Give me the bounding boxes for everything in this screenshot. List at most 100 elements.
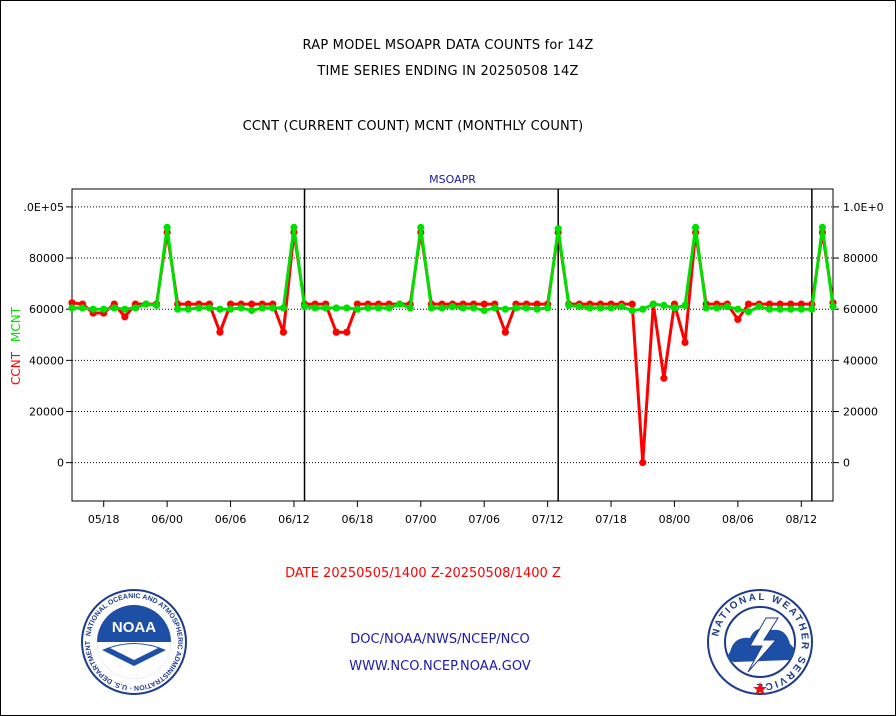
- data-point-ccnt: [184, 300, 192, 308]
- x-tick-label: 08/06: [722, 513, 754, 526]
- series-line-ccnt: [71, 230, 835, 465]
- data-point-mcnt: [787, 305, 795, 313]
- x-tick-label: 07/12: [532, 513, 564, 526]
- x-tick-label: 05/18: [88, 513, 120, 526]
- data-point-mcnt: [417, 223, 425, 231]
- data-point-mcnt: [131, 304, 140, 312]
- data-point-mcnt: [364, 304, 372, 312]
- data-point-mcnt: [89, 305, 97, 313]
- data-point-ccnt: [68, 299, 76, 307]
- data-point-mcnt: [702, 304, 710, 312]
- x-tick-label: 06/18: [342, 513, 374, 526]
- data-point-mcnt: [248, 306, 256, 315]
- data-point-mcnt: [565, 301, 573, 309]
- data-point-mcnt: [691, 223, 700, 231]
- data-point-mcnt: [290, 223, 298, 231]
- data-point-mcnt: [765, 305, 774, 313]
- data-point-mcnt: [818, 223, 827, 231]
- data-point-mcnt: [639, 305, 647, 313]
- data-point-mcnt: [110, 304, 118, 312]
- noaa-logo-text: NOAA: [112, 619, 156, 636]
- chart-title-line3: CCNT (CURRENT COUNT) MCNT (MONTHLY COUNT…: [242, 119, 584, 134]
- y-tick-label-left: 60000: [29, 303, 64, 316]
- data-point-ccnt: [628, 300, 636, 308]
- y-axis-label-ccnt: CCNT: [9, 351, 23, 385]
- data-point-mcnt: [226, 305, 235, 313]
- data-point-ccnt: [660, 374, 668, 382]
- x-tick-label: 06/00: [151, 513, 183, 526]
- data-point-ccnt: [744, 300, 753, 308]
- data-point-ccnt: [734, 315, 742, 324]
- chart-title-line2: TIME SERIES ENDING IN 20250508 14Z: [317, 64, 579, 79]
- y-tick-label-left: 80000: [29, 252, 64, 265]
- y-tick-label-left: .0E+05: [23, 201, 64, 214]
- data-point-mcnt: [279, 304, 287, 312]
- y-tick-label-right: 0: [843, 457, 850, 470]
- data-point-mcnt: [152, 301, 161, 309]
- data-point-mcnt: [100, 305, 108, 313]
- chart-title-line1: RAP MODEL MSOAPR DATA COUNTS for 14Z: [302, 38, 594, 53]
- data-point-mcnt: [575, 303, 583, 311]
- y-tick-label-right: 20000: [843, 405, 878, 418]
- data-point-mcnt: [78, 304, 87, 312]
- data-point-mcnt: [396, 300, 404, 308]
- data-point-mcnt: [269, 304, 277, 312]
- data-point-ccnt: [776, 300, 784, 308]
- data-point-ccnt: [121, 313, 129, 321]
- data-point-mcnt: [332, 304, 340, 312]
- data-point-ccnt: [787, 300, 795, 308]
- data-point-mcnt: [607, 304, 615, 312]
- data-point-mcnt: [618, 303, 626, 311]
- y-tick-label-right: 40000: [843, 354, 878, 367]
- data-point-mcnt: [723, 303, 731, 311]
- website-link[interactable]: WWW.NCO.NCEP.NOAA.GOV: [349, 659, 531, 674]
- data-point-ccnt: [343, 328, 351, 336]
- data-point-mcnt: [734, 305, 742, 313]
- data-point-mcnt: [501, 305, 509, 313]
- data-point-mcnt: [744, 308, 753, 316]
- y-tick-label-right: 80000: [843, 252, 878, 265]
- data-point-ccnt: [797, 300, 805, 308]
- data-point-mcnt: [522, 304, 531, 312]
- data-point-mcnt: [797, 305, 805, 313]
- data-point-mcnt: [512, 304, 520, 312]
- data-point-mcnt: [427, 304, 435, 312]
- x-tick-label: 06/06: [215, 513, 247, 526]
- data-point-mcnt: [628, 306, 636, 315]
- plot-area-border: [71, 188, 834, 502]
- chart-series-title: MSOAPR: [429, 173, 476, 186]
- data-point-mcnt: [448, 303, 457, 311]
- data-point-mcnt: [174, 305, 182, 313]
- y-tick-label-left: 0: [57, 457, 64, 470]
- data-point-mcnt: [205, 304, 214, 312]
- data-point-ccnt: [639, 459, 647, 467]
- data-point-mcnt: [142, 300, 150, 308]
- y-tick-label-right: 1.0E+0: [843, 201, 884, 214]
- data-point-mcnt: [195, 304, 203, 312]
- data-point-ccnt: [501, 328, 509, 336]
- data-point-mcnt: [808, 305, 816, 313]
- data-point-mcnt: [121, 305, 129, 313]
- y-tick-label-left: 20000: [29, 405, 64, 418]
- data-point-ccnt: [353, 300, 361, 308]
- data-point-mcnt: [385, 304, 393, 312]
- data-point-mcnt: [533, 305, 541, 313]
- y-tick-label-right: 60000: [843, 303, 878, 316]
- data-point-ccnt: [332, 328, 340, 336]
- data-point-mcnt: [649, 300, 657, 308]
- org-path-link[interactable]: DOC/NOAA/NWS/NCEP/NCO: [350, 632, 530, 647]
- data-point-mcnt: [438, 304, 446, 312]
- data-point-ccnt: [533, 300, 541, 308]
- data-point-ccnt: [681, 338, 689, 347]
- data-point-mcnt: [311, 304, 319, 312]
- data-point-mcnt: [776, 305, 784, 313]
- data-point-mcnt: [406, 304, 414, 312]
- y-axis-label-mcnt: MCNT: [9, 306, 23, 342]
- data-point-ccnt: [279, 328, 287, 336]
- data-point-ccnt: [226, 300, 235, 308]
- data-point-mcnt: [491, 304, 499, 312]
- data-point-mcnt: [554, 225, 562, 233]
- data-point-mcnt: [470, 304, 478, 312]
- data-point-mcnt: [596, 304, 605, 312]
- data-point-mcnt: [343, 304, 351, 312]
